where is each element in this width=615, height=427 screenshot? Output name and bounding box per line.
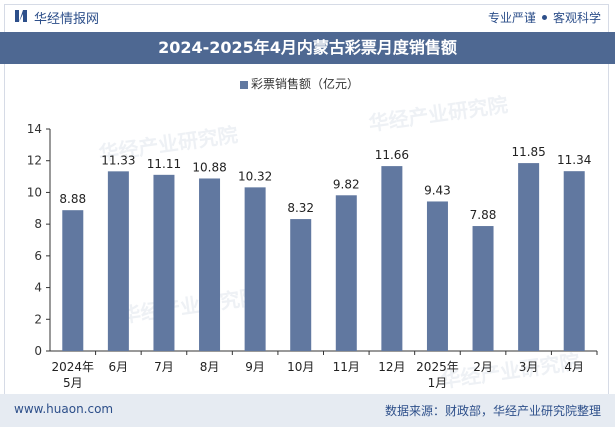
data-label: 8.32 (287, 201, 314, 215)
y-tick-label: 0 (34, 344, 42, 358)
y-tick-label: 10 (27, 185, 42, 199)
data-label: 9.43 (424, 183, 451, 197)
x-tick-label: 2024年 (52, 360, 95, 374)
data-source: 数据来源：财政部，华经产业研究院整理 (384, 404, 601, 418)
bar (199, 178, 221, 351)
bar (290, 219, 312, 351)
legend-swatch (240, 80, 248, 89)
bar (244, 187, 266, 351)
logo-icon (15, 10, 27, 22)
y-tick-label: 12 (27, 154, 42, 168)
chart-title: 2024-2025年4月内蒙古彩票月度销售额 (158, 38, 457, 57)
x-tick-label: 2月 (473, 360, 493, 374)
y-tick-label: 4 (34, 281, 42, 295)
bar (472, 226, 494, 351)
data-label: 11.33 (101, 153, 135, 167)
top-bar: 华经情报网 专业严谨 客观科学 (0, 0, 615, 30)
data-label: 11.11 (147, 157, 181, 171)
bar (426, 201, 448, 351)
footer-url[interactable]: www.huaon.com (14, 402, 114, 416)
data-label: 10.32 (238, 169, 272, 183)
footer: www.huaon.com 数据来源：财政部，华经产业研究院整理 (0, 394, 615, 427)
separator-dot-icon (541, 15, 547, 20)
data-label: 11.34 (557, 153, 591, 167)
bar (381, 166, 403, 351)
x-tick-label: 2025年 (416, 360, 459, 374)
brand-name: 华经情报网 (34, 12, 100, 27)
x-tick-label: 7月 (154, 360, 174, 374)
y-tick-label: 14 (27, 122, 42, 136)
x-tick-label: 6月 (109, 360, 129, 374)
legend-label: 彩票销售额（亿元） (251, 77, 360, 91)
x-tick-label: 10月 (287, 360, 314, 374)
y-tick-label: 8 (34, 217, 42, 231)
title-bar: 2024-2025年4月内蒙古彩票月度销售额 (0, 32, 615, 64)
bar (107, 171, 129, 351)
bar (62, 210, 84, 351)
slogan-right: 客观科学 (552, 11, 601, 25)
x-tick-label: 9月 (245, 360, 265, 374)
x-tick-label: 5月 (63, 376, 83, 390)
data-label: 10.88 (192, 160, 226, 174)
y-tick-label: 2 (34, 312, 42, 326)
slogan: 专业严谨 客观科学 (488, 9, 601, 26)
data-label: 11.85 (511, 145, 545, 159)
data-label: 7.88 (470, 208, 497, 222)
bar (153, 174, 175, 351)
data-label: 11.66 (375, 148, 409, 162)
bar (563, 171, 585, 351)
x-tick-label: 12月 (378, 360, 405, 374)
chart-legend: 彩票销售额（亿元） (240, 75, 359, 92)
x-tick-label: 11月 (333, 360, 360, 374)
slogan-left: 专业严谨 (487, 11, 536, 25)
data-label: 8.88 (59, 192, 86, 206)
x-tick-label: 8月 (200, 360, 220, 374)
x-tick-label: 1月 (428, 376, 448, 390)
x-tick-label: 4月 (564, 360, 584, 374)
bar (335, 195, 357, 351)
bar (518, 163, 540, 351)
x-tick-label: 3月 (519, 360, 539, 374)
y-tick-label: 6 (34, 249, 42, 263)
data-label: 9.82 (333, 177, 360, 191)
